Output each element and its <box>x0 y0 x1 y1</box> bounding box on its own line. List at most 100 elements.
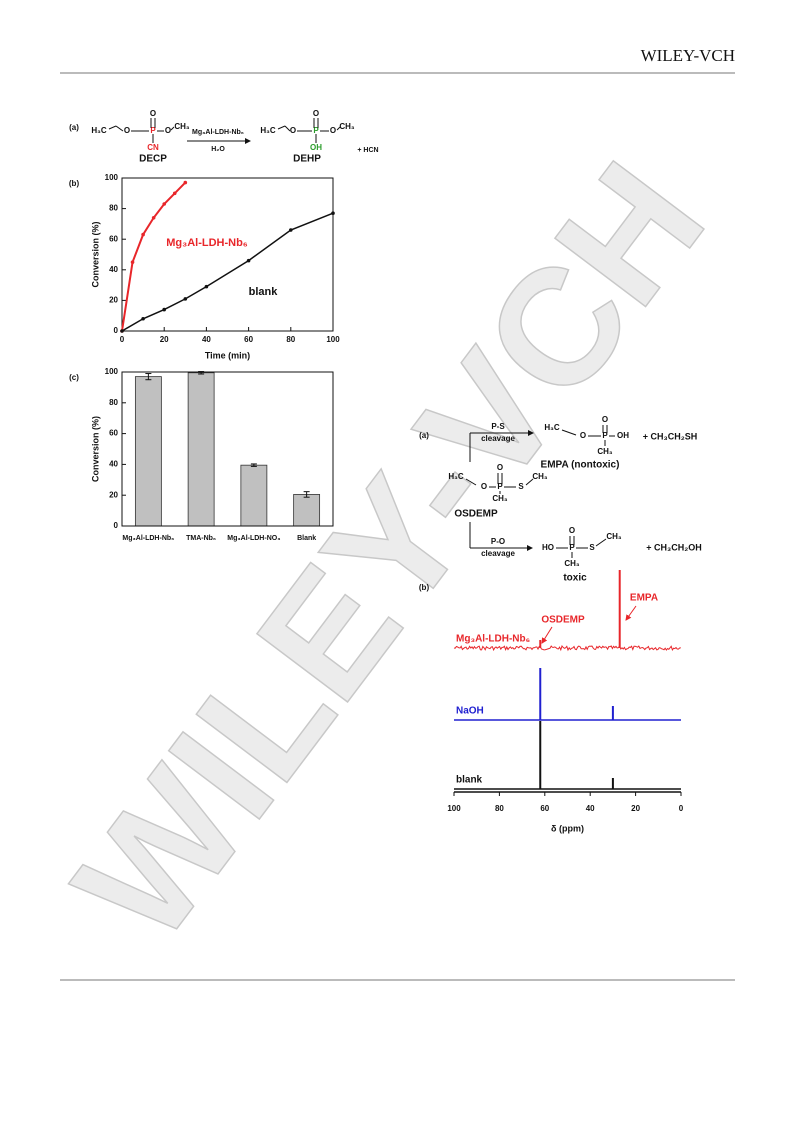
byproduct: + CH₃CH₂OH <box>646 542 701 552</box>
bond <box>170 126 175 131</box>
reagent: Mg₃Al-LDH-Nb₆ <box>192 129 244 136</box>
y-tick-label: 80 <box>109 398 118 407</box>
series-label: blank <box>456 775 483 786</box>
y-axis-label: Conversion (%) <box>90 221 100 287</box>
atom: S <box>589 543 595 552</box>
atom: CH₃ <box>174 122 190 131</box>
y-axis-label: Conversion (%) <box>90 416 100 482</box>
atom: H₃C <box>91 126 106 135</box>
y-tick-label: 20 <box>109 490 118 499</box>
atom: P <box>569 543 575 552</box>
byproduct: + CH₃CH₂SH <box>643 431 697 441</box>
annotation-arrow <box>625 605 637 621</box>
atom: OH <box>310 143 322 152</box>
molecule-name: EMPA (nontoxic) <box>541 460 620 471</box>
atom: O <box>569 526 575 535</box>
baseline-noise <box>453 644 681 652</box>
atom: O <box>124 126 130 135</box>
bar <box>134 376 162 527</box>
y-tick-label: 60 <box>109 429 118 438</box>
atom: P <box>150 126 156 135</box>
x-tick-label: 100 <box>447 804 461 813</box>
bar <box>293 494 321 527</box>
data-point <box>246 258 251 263</box>
bar <box>240 464 268 527</box>
atom: P <box>602 431 608 440</box>
bond <box>277 125 286 130</box>
atom: CH₃ <box>597 447 613 456</box>
atom: O <box>290 126 296 135</box>
series-line <box>121 181 187 332</box>
molecule-name: DEHP <box>293 154 321 165</box>
atom: O <box>497 463 503 472</box>
x-tick-label: 80 <box>495 804 504 813</box>
bond-label: P-O <box>491 537 505 546</box>
bond <box>336 126 341 131</box>
series-label: Mg₃Al-LDH-Nb₆ <box>166 237 248 249</box>
atom: CH₃ <box>492 494 508 503</box>
atom: H₃C <box>260 126 275 135</box>
panel-label: (a) <box>69 123 79 132</box>
data-point <box>289 228 293 232</box>
atom: CH₃ <box>339 122 355 131</box>
series-label: NaOH <box>456 706 484 717</box>
panel-label: (b) <box>69 179 80 188</box>
x-tick-label: 60 <box>244 335 253 344</box>
atom: P <box>313 126 319 135</box>
watermark: WILEY-VCH <box>40 131 739 974</box>
atom: CN <box>147 143 159 152</box>
data-point <box>151 215 156 220</box>
publisher: WILEY-VCH <box>641 46 735 65</box>
atom: P <box>497 482 503 491</box>
atom: HO <box>542 543 554 552</box>
annotation: OSDEMP <box>541 615 585 626</box>
y-tick-label: 20 <box>109 296 118 305</box>
y-tick-label: 0 <box>114 521 119 530</box>
x-tick-label: TMA-Nb₆ <box>186 535 216 542</box>
bond-label: P-S <box>491 422 505 431</box>
annotation-arrow <box>541 626 553 644</box>
atom: O <box>580 431 586 440</box>
molecule-name: DECP <box>139 154 167 165</box>
cleavage-label: cleavage <box>481 434 515 443</box>
atom: S <box>518 482 524 491</box>
atom: O <box>150 109 156 118</box>
atom: O <box>602 415 608 424</box>
x-tick-label: 40 <box>202 335 211 344</box>
bond <box>284 125 291 132</box>
x-tick-label: Mg₃Al-LDH-Nb₆ <box>122 535 174 542</box>
series-label: blank <box>249 286 279 298</box>
bond <box>561 429 577 436</box>
atom: O <box>165 126 171 135</box>
x-tick-label: 100 <box>326 335 340 344</box>
y-tick-label: 100 <box>105 367 119 376</box>
data-point <box>204 284 209 289</box>
bar <box>187 372 215 527</box>
y-tick-label: 60 <box>109 234 118 243</box>
y-tick-label: 40 <box>109 265 118 274</box>
data-point <box>141 232 145 237</box>
data-point <box>120 329 124 333</box>
x-tick-label: 80 <box>286 335 295 344</box>
bond <box>595 538 607 547</box>
data-point <box>130 260 135 264</box>
axes-frame <box>121 177 334 332</box>
data-point <box>141 316 145 321</box>
bond <box>465 478 477 486</box>
x-tick-label: 40 <box>586 804 595 813</box>
x-tick-label: 20 <box>631 804 640 813</box>
data-point <box>183 297 188 301</box>
series-line <box>121 212 334 332</box>
data-point <box>172 191 177 196</box>
bond <box>525 478 534 486</box>
annotation: EMPA <box>630 593 658 604</box>
data-point <box>162 307 166 312</box>
bond <box>108 125 117 130</box>
molecule-name: toxic <box>563 573 587 584</box>
bond <box>115 125 124 132</box>
x-tick-label: Mg₃Al-LDH-NO₃ <box>227 535 280 542</box>
x-axis-label: δ (ppm) <box>551 823 584 833</box>
atom: CH₃ <box>606 532 622 541</box>
atom: H₃C <box>544 423 559 432</box>
